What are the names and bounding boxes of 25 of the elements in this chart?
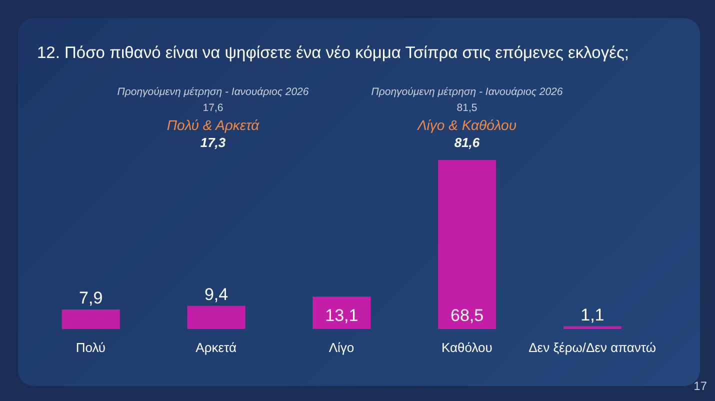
bar <box>187 306 246 329</box>
text: Πολύ & Αρκετά <box>166 116 260 134</box>
data-label: 7,9 <box>79 288 103 308</box>
bar <box>563 326 622 329</box>
data-label: 68,5 <box>450 306 484 325</box>
bar <box>438 160 496 329</box>
text: Λίγο & Καθόλου <box>416 116 518 134</box>
x-tick-label: Πολύ <box>76 340 106 356</box>
text: 17 <box>694 379 707 393</box>
data-label: 1,1 <box>580 305 604 324</box>
data-label: 9,4 <box>204 284 228 304</box>
x-tick-label: Λίγο <box>328 340 354 356</box>
text: Προηγούμενη μέτρηση - Ιανουάριος 2026 <box>370 85 564 100</box>
x-tick-label: Καθόλου <box>441 340 492 356</box>
text: Προηγούμενη μέτρηση - Ιανουάριος 2026 <box>116 85 310 100</box>
data-label: 13,1 <box>325 306 358 325</box>
x-tick-label: Αρκετά <box>196 340 237 356</box>
text: 17,6 <box>202 101 224 116</box>
x-tick-label: Δεν ξέρω/Δεν απαντώ <box>528 340 656 356</box>
text: 81,6 <box>453 134 481 152</box>
bar <box>62 310 120 329</box>
text: 17,3 <box>199 134 227 152</box>
text: 81,5 <box>456 101 478 116</box>
chart-title: 12. Πόσο πιθανό είναι να ψηφίσετε ένα νέο κόμμα Τσίπρα στις επόμενες εκλογές; <box>37 44 629 63</box>
bar <box>312 296 371 329</box>
